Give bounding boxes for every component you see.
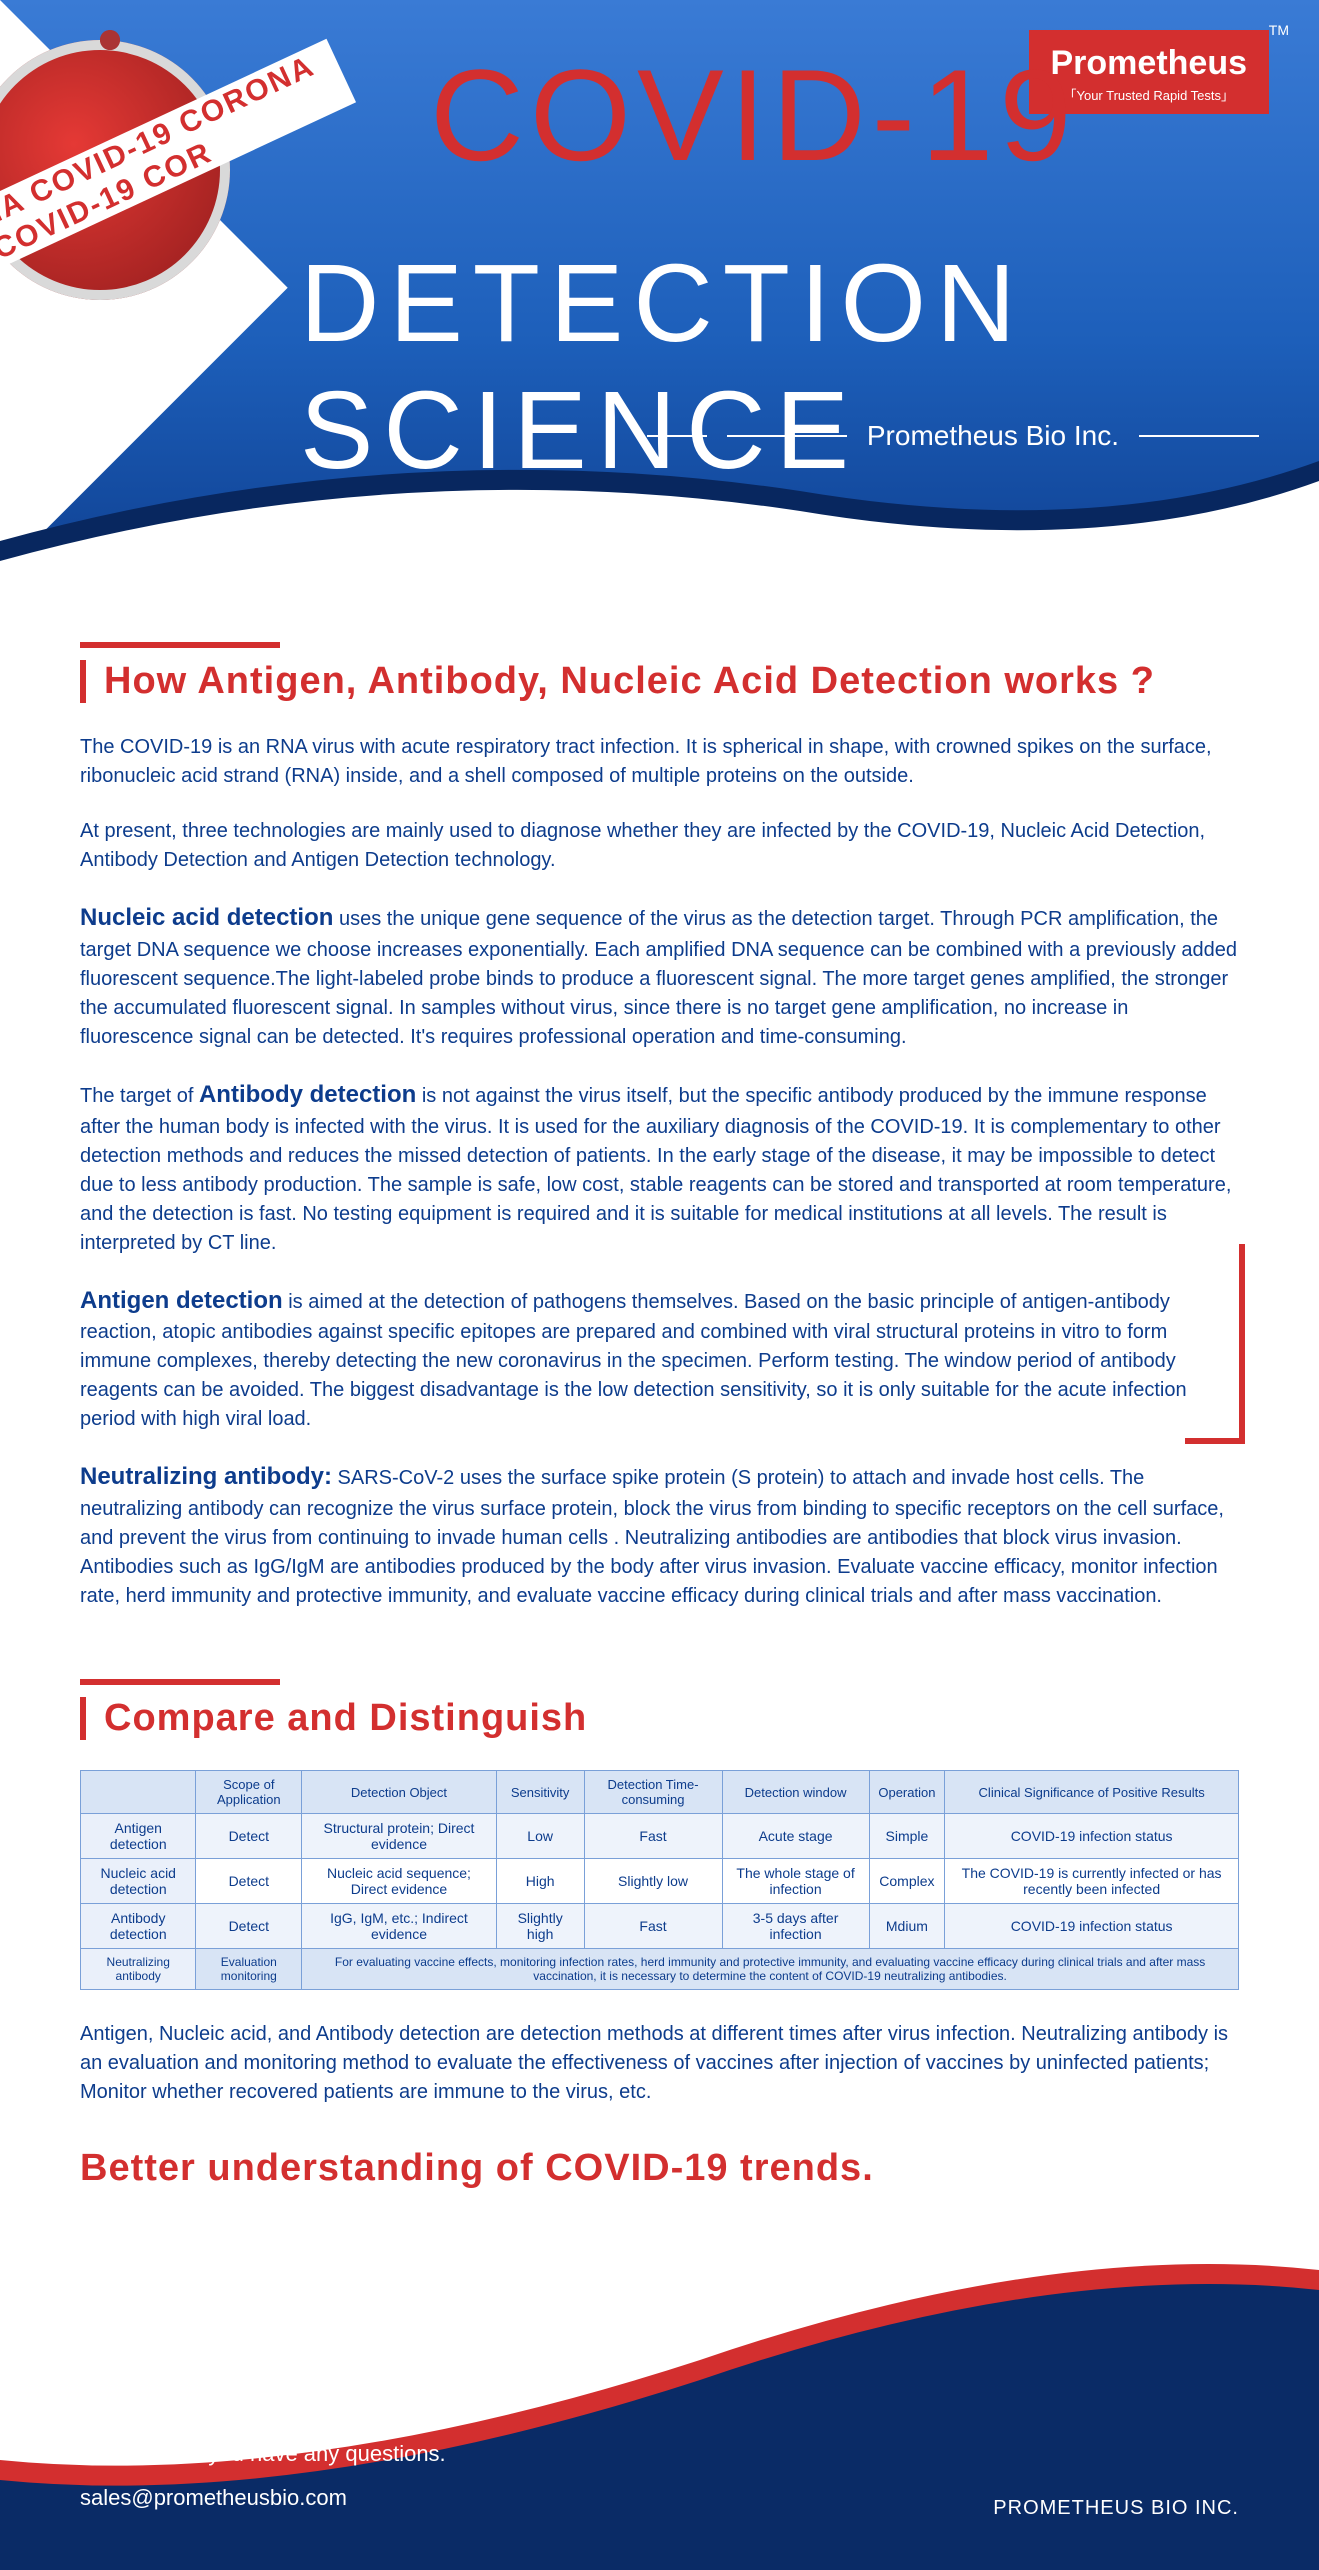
table-cell: Simple <box>869 1814 945 1859</box>
section-heading-how-it-works: How Antigen, Antibody, Nucleic Acid Dete… <box>80 660 1239 703</box>
table-row: Antibody detectionDetectIgG, IgM, etc.; … <box>81 1904 1239 1949</box>
table-cell: Detect <box>196 1904 302 1949</box>
nucleic-paragraph: Nucleic acid detection uses the unique g… <box>80 901 1239 1052</box>
title-line-1: COVID-19 <box>430 40 1078 190</box>
table-cell: 3-5 days after infection <box>722 1904 869 1949</box>
neutralizing-lead: Neutralizing antibody: <box>80 1463 332 1490</box>
table-cell: COVID-19 infection status <box>945 1814 1239 1859</box>
col-time: Detection Time-consuming <box>584 1771 722 1814</box>
antibody-lead: Antibody detection <box>199 1081 416 1108</box>
table-cell: Fast <box>584 1814 722 1859</box>
table-cell: IgG, IgM, etc.; Indirect evidence <box>302 1904 497 1949</box>
brand-name: Prometheus <box>1051 44 1248 83</box>
table-cell: Nucleic acid detection <box>81 1859 196 1904</box>
table-cell: Antigen detection <box>81 1814 196 1859</box>
table-cell: High <box>496 1859 584 1904</box>
neutralizing-paragraph: Neutralizing antibody: SARS-CoV-2 uses t… <box>80 1460 1239 1611</box>
footer-company: PROMETHEUS BIO INC. <box>993 2497 1239 2520</box>
antigen-lead: Antigen detection <box>80 1287 283 1314</box>
footer: Contact us if you have any questions. sa… <box>0 2210 1319 2570</box>
footer-email[interactable]: sales@prometheusbio.com <box>80 2476 446 2520</box>
table-cell: Acute stage <box>722 1814 869 1859</box>
col-significance: Clinical Significance of Positive Result… <box>945 1771 1239 1814</box>
table-cell: Slightly low <box>584 1859 722 1904</box>
table-row: Nucleic acid detectionDetectNucleic acid… <box>81 1859 1239 1904</box>
table-cell: Complex <box>869 1859 945 1904</box>
compare-summary: Antigen, Nucleic acid, and Antibody dete… <box>80 2020 1239 2107</box>
intro-paragraph-2: At present, three technologies are mainl… <box>80 817 1239 875</box>
col-blank <box>81 1771 196 1814</box>
table-header-row: Scope of Application Detection Object Se… <box>81 1771 1239 1814</box>
table-cell: COVID-19 infection status <box>945 1904 1239 1949</box>
table-cell: Low <box>496 1814 584 1859</box>
table-cell: Nucleic acid sequence; Direct evidence <box>302 1859 497 1904</box>
footer-contact-text: Contact us if you have any questions. <box>80 2432 446 2476</box>
table-cell: Fast <box>584 1904 722 1949</box>
table-cell: Antibody detection <box>81 1904 196 1949</box>
col-operation: Operation <box>869 1771 945 1814</box>
table-cell: The whole stage of infection <box>722 1859 869 1904</box>
table-row: Antigen detectionDetectStructural protei… <box>81 1814 1239 1859</box>
table-cell: Mdium <box>869 1904 945 1949</box>
footer-contact-block: Contact us if you have any questions. sa… <box>80 2432 446 2520</box>
content-body: How Antigen, Antibody, Nucleic Acid Dete… <box>0 620 1319 2210</box>
trademark-label: TM <box>1269 22 1289 38</box>
table-cell: Detect <box>196 1814 302 1859</box>
antibody-body: is not against the virus itself, but the… <box>80 1085 1231 1254</box>
brand-tagline: 「Your Trusted Rapid Tests」 <box>1051 85 1248 104</box>
antibody-pre: The target of <box>80 1085 199 1107</box>
table-cell: Structural protein; Direct evidence <box>302 1814 497 1859</box>
col-sensitivity: Sensitivity <box>496 1771 584 1814</box>
closing-heading: Better understanding of COVID-19 trends. <box>80 2147 1239 2190</box>
col-scope: Scope of Application <box>196 1771 302 1814</box>
intro-paragraph-1: The COVID-19 is an RNA virus with acute … <box>80 733 1239 791</box>
table-cell: Evaluation monitoring <box>196 1949 302 1990</box>
table-cell-note: For evaluating vaccine effects, monitori… <box>302 1949 1239 1990</box>
comparison-table: Scope of Application Detection Object Se… <box>80 1770 1239 1990</box>
header: NA COVID-19 COR⁠ONA COVID-19 COR Prometh… <box>0 0 1319 620</box>
table-cell: The COVID-19 is currently infected or ha… <box>945 1859 1239 1904</box>
table-cell: Slightly high <box>496 1904 584 1949</box>
nucleic-lead: Nucleic acid detection <box>80 904 333 931</box>
table-cell: Detect <box>196 1859 302 1904</box>
col-object: Detection Object <box>302 1771 497 1814</box>
antigen-paragraph: Antigen detection is aimed at the detect… <box>80 1284 1219 1435</box>
section-heading-compare: Compare and Distinguish <box>80 1697 1239 1740</box>
header-curve <box>0 421 1319 620</box>
antibody-paragraph: The target of Antibody detection is not … <box>80 1078 1239 1258</box>
table-cell: Neutralizing antibody <box>81 1949 196 1990</box>
col-window: Detection window <box>722 1771 869 1814</box>
table-row-neutralizing: Neutralizing antibodyEvaluation monitori… <box>81 1949 1239 1990</box>
